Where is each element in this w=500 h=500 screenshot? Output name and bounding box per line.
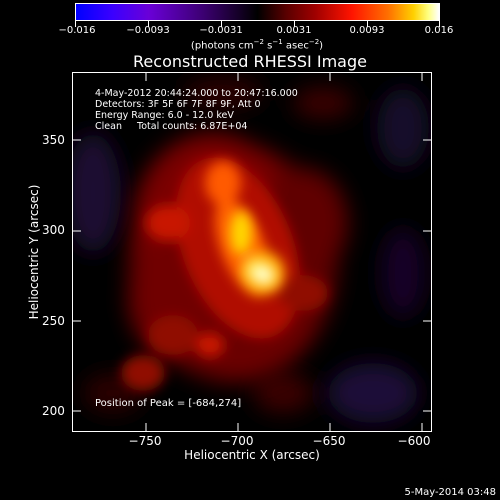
colorbar-tick bbox=[439, 21, 440, 27]
time-range-text: 4-May-2012 20:44:24.000 to 20:47:16.000 bbox=[95, 88, 298, 99]
peak-emission bbox=[230, 211, 277, 287]
colorbar-tick-label: 0.016 bbox=[424, 25, 454, 36]
colorbar-tick-label: −0.0093 bbox=[126, 25, 170, 36]
colorbar-tick bbox=[221, 21, 222, 27]
colorbar-tick-label: 0.0031 bbox=[276, 25, 312, 36]
colorbar-tick bbox=[148, 21, 149, 27]
peak-position-text: Position of Peak = [-684,274] bbox=[95, 398, 242, 409]
colorbar bbox=[75, 3, 440, 21]
timestamp: 5-May-2014 03:48 bbox=[404, 487, 496, 498]
colorbar-tick bbox=[75, 21, 76, 27]
colorbar-tick-label: 0.0093 bbox=[349, 25, 385, 36]
x-tick-label: −700 bbox=[220, 434, 254, 448]
colorbar-tick bbox=[294, 21, 295, 27]
rhessi-image-plot bbox=[72, 72, 432, 432]
y-tick-label: 200 bbox=[42, 404, 65, 418]
y-axis-title: Heliocentric Y (arcsec) bbox=[27, 184, 41, 320]
colorbar-tick-label: −0.016 bbox=[58, 25, 96, 36]
detectors-text: Detectors: 3F 5F 6F 7F 8F 9F, Att 0 bbox=[95, 99, 261, 110]
x-tick-label: −650 bbox=[312, 434, 346, 448]
x-axis-title: Heliocentric X (arcsec) bbox=[184, 448, 320, 462]
x-tick-label: −600 bbox=[397, 434, 431, 448]
rhessi-map bbox=[73, 73, 431, 431]
background-noise bbox=[73, 77, 429, 423]
colorbar-units: (photons cm−2 s−1 asec−2) bbox=[190, 38, 324, 52]
y-tick-label: 250 bbox=[42, 314, 65, 328]
y-tick-label: 350 bbox=[42, 133, 65, 147]
y-tick-label: 300 bbox=[42, 223, 65, 237]
image-title: Reconstructed RHESSI Image bbox=[133, 52, 367, 71]
clean-counts-text: Clean Total counts: 6.87E+04 bbox=[95, 121, 248, 132]
x-tick-label: −750 bbox=[128, 434, 162, 448]
colorbar-tick-label: −0.0031 bbox=[199, 25, 243, 36]
colorbar-tick bbox=[367, 21, 368, 27]
energy-range-text: Energy Range: 6.0 - 12.0 keV bbox=[95, 110, 234, 121]
